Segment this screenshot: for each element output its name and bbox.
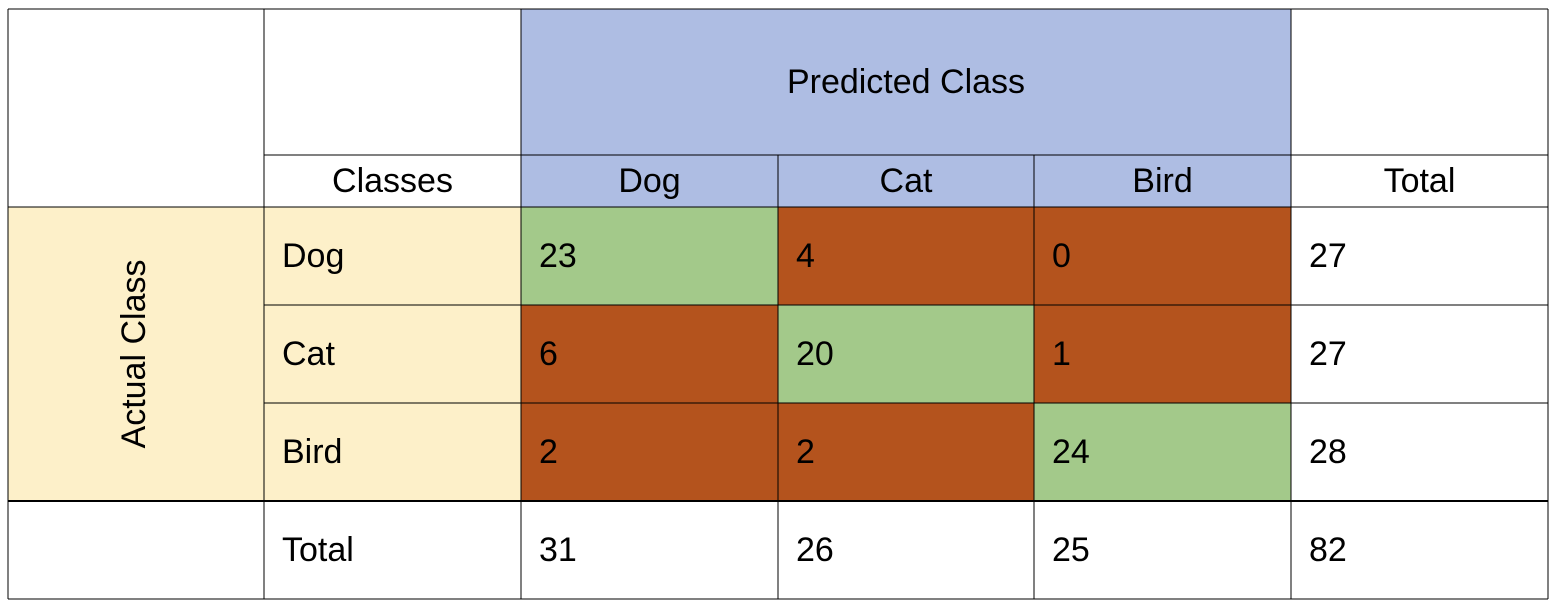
matrix-cell-bird-bird bbox=[1034, 403, 1291, 501]
totals-row-label: Total bbox=[282, 531, 354, 569]
matrix-cell-dog-cat bbox=[778, 207, 1034, 305]
matrix-cell-bird-cat bbox=[778, 403, 1034, 501]
row-total-bird: 28 bbox=[1309, 433, 1347, 471]
cell-value-dog-dog: 23 bbox=[539, 237, 577, 275]
column-total-dog: 31 bbox=[539, 531, 577, 569]
total-column-header: Total bbox=[1384, 162, 1456, 200]
cell-value-cat-cat: 20 bbox=[796, 335, 834, 373]
actual-class-label: Actual Class bbox=[115, 260, 153, 449]
matrix-cell-cat-cat bbox=[778, 305, 1034, 403]
cell-value-bird-dog: 2 bbox=[539, 433, 558, 471]
cell-value-cat-bird: 1 bbox=[1052, 335, 1071, 373]
cell-value-bird-bird: 24 bbox=[1052, 433, 1090, 471]
column-total-bird: 25 bbox=[1052, 531, 1090, 569]
predicted-header-fill bbox=[521, 9, 1291, 207]
column-header-cat: Cat bbox=[880, 162, 933, 200]
matrix-cell-dog-bird bbox=[1034, 207, 1291, 305]
column-total-cat: 26 bbox=[796, 531, 834, 569]
matrix-cell-cat-bird bbox=[1034, 305, 1291, 403]
matrix-cell-cat-dog bbox=[521, 305, 778, 403]
row-label-cat: Cat bbox=[282, 335, 335, 373]
cell-value-dog-bird: 0 bbox=[1052, 237, 1071, 275]
row-label-bird: Bird bbox=[282, 433, 342, 471]
matrix-cell-dog-dog bbox=[521, 207, 778, 305]
cell-value-dog-cat: 4 bbox=[796, 237, 815, 275]
row-total-dog: 27 bbox=[1309, 237, 1347, 275]
classes-label: Classes bbox=[332, 162, 453, 200]
row-label-dog: Dog bbox=[282, 237, 344, 275]
predicted-class-label: Predicted Class bbox=[787, 63, 1025, 101]
row-total-cat: 27 bbox=[1309, 335, 1347, 373]
cell-value-cat-dog: 6 bbox=[539, 335, 558, 373]
column-header-bird: Bird bbox=[1132, 162, 1192, 200]
cell-value-bird-cat: 2 bbox=[796, 433, 815, 471]
grand-total: 82 bbox=[1309, 531, 1347, 569]
column-header-dog: Dog bbox=[618, 162, 680, 200]
matrix-cell-bird-dog bbox=[521, 403, 778, 501]
